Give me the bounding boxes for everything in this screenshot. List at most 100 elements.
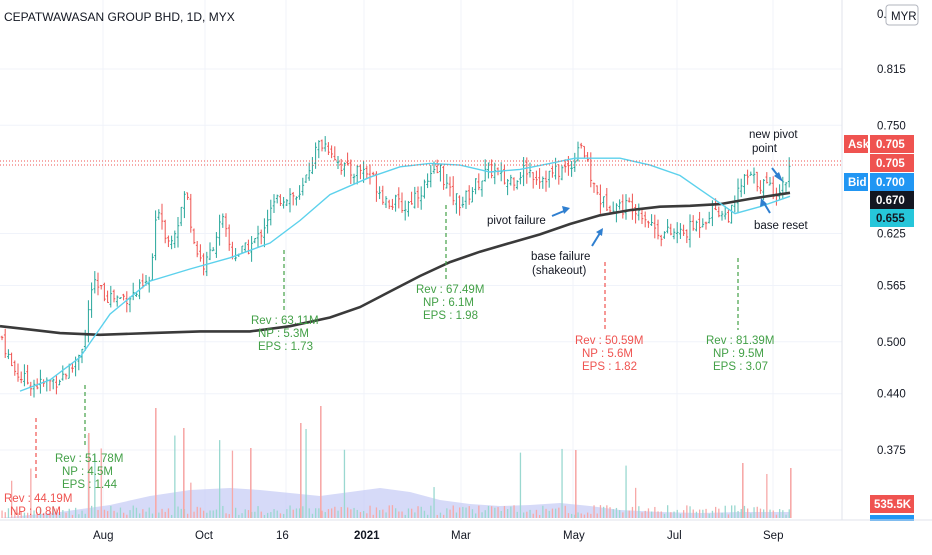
annotation-q2-np: NP : 6.1M [423, 297, 474, 309]
volume-bar [465, 507, 467, 518]
candle [55, 374, 58, 395]
volume-bar [20, 511, 22, 518]
candle [263, 218, 266, 248]
candle [682, 224, 685, 236]
candle [768, 176, 772, 186]
candle [698, 211, 701, 238]
arrow-pivot-failure [551, 210, 565, 217]
volume-bar [206, 512, 208, 518]
candle [397, 187, 401, 209]
volume-bar [580, 513, 582, 518]
volume-bar [382, 509, 384, 518]
volume-bar [647, 508, 650, 518]
candle [3, 328, 7, 358]
candle [109, 285, 113, 308]
volume-bar [75, 507, 77, 518]
candle [451, 176, 455, 206]
candle [701, 218, 705, 228]
ma-short-value: 0.655 [876, 213, 905, 225]
volume-bar [250, 448, 252, 518]
candle [301, 177, 305, 196]
candle [179, 206, 183, 227]
volume-bar [363, 510, 365, 518]
grid-lines [0, 0, 842, 520]
volume-bar [300, 423, 302, 518]
volume-bar [753, 507, 755, 518]
annotation-new-pivot-1: new pivot [749, 129, 798, 141]
candle [752, 167, 756, 184]
volume-bar [404, 514, 406, 518]
candle [218, 214, 221, 246]
volume-bar [241, 513, 243, 518]
candle [551, 165, 554, 178]
candle [666, 219, 669, 234]
volume-bar [417, 506, 419, 518]
volume-bar [439, 512, 442, 518]
candle [189, 193, 193, 233]
annotation-dashes [35, 205, 739, 478]
candle [186, 192, 189, 200]
volume-bar [379, 510, 381, 518]
volume-bar [327, 509, 330, 518]
x-tick-mar: Mar [451, 530, 471, 542]
volume-bar [785, 514, 787, 518]
candle [727, 209, 730, 223]
candle [125, 291, 129, 313]
candle [755, 171, 759, 192]
volume-bar [724, 505, 726, 518]
price-tags: Ask 0.705 0.705 Bid 0.700 0.670 0.655 53… [844, 135, 914, 521]
candle [375, 171, 378, 202]
candle [455, 193, 458, 214]
volume-bar [180, 508, 182, 518]
candle [195, 241, 199, 258]
volume-bar [766, 473, 768, 518]
candle [419, 186, 423, 210]
currency-button[interactable]: MYR [885, 4, 919, 26]
candle [349, 159, 353, 185]
candle [538, 168, 541, 189]
volume-bar [657, 511, 659, 518]
candle [448, 176, 452, 197]
candle [778, 184, 781, 200]
volume-bar [667, 505, 669, 518]
x-tick-may: May [563, 530, 585, 542]
volume-bar [507, 509, 509, 518]
annotation-base-reset: base reset [754, 220, 809, 232]
volume-bar [225, 513, 227, 518]
candle [743, 174, 746, 195]
volume-bar [183, 428, 185, 518]
candle [426, 173, 429, 189]
candle [336, 156, 340, 169]
volume-bar [484, 510, 486, 518]
volume-bar [398, 511, 400, 518]
candle [317, 140, 321, 159]
volume-bar [315, 508, 317, 518]
annotation-q4-rev: Rev : 81.39M [706, 335, 774, 347]
candle [423, 179, 426, 199]
candle [343, 162, 346, 177]
candle [560, 165, 564, 181]
volume-bar [772, 510, 774, 518]
candle [784, 182, 788, 194]
volume-bar [161, 508, 163, 518]
volume-bar [452, 505, 454, 518]
volume-bar [302, 506, 304, 518]
candle [173, 230, 177, 249]
candle [7, 349, 10, 360]
volume-bar [356, 509, 358, 518]
volume-bar [609, 507, 611, 518]
candle [93, 271, 97, 294]
volume-bar [788, 509, 790, 518]
volume-bar [535, 509, 538, 518]
volume-bar [235, 507, 237, 518]
candle [583, 145, 586, 159]
annotation-q4-np: NP : 9.5M [713, 348, 764, 360]
volume-bar [420, 506, 422, 518]
volume-bar [779, 509, 781, 518]
volume-bar [411, 508, 413, 518]
candle [723, 205, 727, 220]
volume-bar [539, 514, 541, 518]
volume-bar [731, 505, 733, 518]
volume-bar [190, 482, 192, 518]
volume-bar [443, 514, 445, 518]
